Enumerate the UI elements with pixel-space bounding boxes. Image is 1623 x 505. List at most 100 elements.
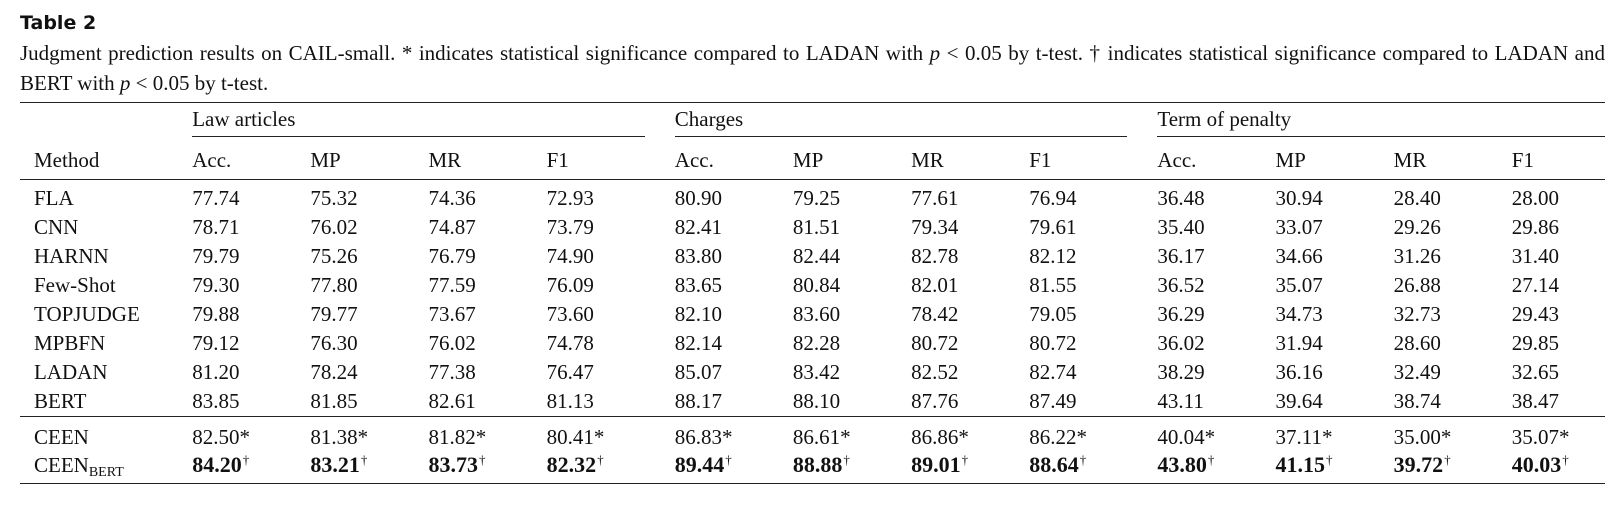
- table-cell: 83.60: [792, 302, 841, 326]
- table-cell: 82.32†: [546, 451, 675, 484]
- group-charges: Charges: [674, 103, 1158, 141]
- table-cell: 86.83*: [674, 416, 793, 451]
- significance-mark: †: [1079, 452, 1087, 467]
- table-cell: 81.51: [792, 215, 841, 239]
- table-cell: 73.79: [546, 215, 594, 239]
- table-cell: 36.02: [1157, 331, 1205, 355]
- table-cell: 41.15†: [1275, 451, 1394, 484]
- table-cell: 79.77: [310, 302, 358, 326]
- table-cell: 84.20†: [192, 451, 311, 484]
- table-cell: 37.11*: [1275, 416, 1394, 451]
- best-value: 84.20: [192, 452, 242, 477]
- table-cell: 39.64: [1275, 389, 1323, 413]
- method-name: TOPJUDGE: [34, 302, 140, 326]
- table-label: Table 2: [20, 12, 97, 34]
- caption-cond1: < 0.05 by t-test. † indicates statistica…: [20, 41, 1605, 95]
- table-cell: 38.29: [1157, 360, 1205, 384]
- best-value: 89.44: [674, 452, 725, 477]
- table-cell: 72.93: [546, 186, 594, 210]
- table-cell: 29.43: [1511, 302, 1560, 326]
- metric-header: F1: [1029, 141, 1158, 180]
- table-cell: 74.90: [546, 244, 594, 268]
- table-cell: 76.79: [428, 244, 476, 268]
- table-cell: 83.80: [674, 244, 723, 268]
- table-cell: 80.72: [911, 331, 959, 355]
- table-cell: 38.74: [1393, 389, 1441, 413]
- caption-p-var-2: p: [119, 71, 131, 95]
- metric-header: MP: [1275, 141, 1394, 180]
- table-cell: 82.44: [792, 244, 841, 268]
- best-value: 41.15: [1275, 452, 1326, 477]
- table-cell: 82.12: [1029, 244, 1077, 268]
- table-cell: 36.16: [1275, 360, 1323, 384]
- table-cell: 83.65: [674, 273, 723, 297]
- significance-mark: †: [478, 452, 486, 467]
- significance-mark: †: [1326, 452, 1333, 467]
- table-caption: Judgment prediction results on CAIL-smal…: [20, 38, 1605, 98]
- table-cell: 81.38*: [310, 416, 429, 451]
- caption-cond2: < 0.05 by t-test.: [130, 71, 269, 95]
- table-cell: 81.55: [1029, 273, 1077, 297]
- table-cell: 79.88: [192, 302, 240, 326]
- table-cell: 40.04*: [1157, 416, 1276, 451]
- table-cell: 29.26: [1393, 215, 1441, 239]
- metric-header: MP: [310, 141, 429, 180]
- caption-p-var: p: [929, 41, 941, 65]
- significance-mark: †: [961, 452, 969, 467]
- table-cell: 81.85: [310, 389, 358, 413]
- table-cell: 38.47: [1511, 389, 1560, 413]
- method-name: CEENBERT: [20, 451, 193, 484]
- table-cell: 88.88†: [792, 451, 912, 484]
- caption-part1: Judgment prediction results on CAIL-smal…: [20, 41, 930, 65]
- table-cell: 79.25: [792, 186, 841, 210]
- table-row: HARNN 79.79 75.26 76.79 74.90 83.80 82.44 82.78…: [20, 242, 1605, 271]
- table-cell: 31.26: [1393, 244, 1441, 268]
- table-cell: 79.05: [1029, 302, 1077, 326]
- table-cell: 29.86: [1511, 215, 1560, 239]
- table-cell: 32.73: [1393, 302, 1441, 326]
- metric-header: MR: [1393, 141, 1512, 180]
- table-row: MPBFN 79.12 76.30 76.02 74.78 82.14 82.28 80.72…: [20, 329, 1605, 358]
- table-cell: 89.01†: [911, 451, 1030, 484]
- best-value: 82.32: [546, 452, 597, 477]
- table-cell: 34.73: [1275, 302, 1323, 326]
- metric-header: MR: [428, 141, 547, 180]
- metric-header: MR: [911, 141, 1030, 180]
- table-cell: 31.40: [1511, 244, 1560, 268]
- table-cell: 78.71: [192, 215, 240, 239]
- table-row: Few-Shot 79.30 77.80 77.59 76.09 83.65 80.84 82…: [20, 271, 1605, 300]
- table-cell: 75.26: [310, 244, 358, 268]
- table-cell: 36.48: [1157, 186, 1205, 210]
- table-cell: 35.07: [1275, 273, 1323, 297]
- table-cell: 26.88: [1393, 273, 1441, 297]
- metric-header: F1: [1511, 141, 1605, 180]
- significance-mark: †: [725, 452, 732, 467]
- table-cell: 34.66: [1275, 244, 1323, 268]
- metric-header: MP: [792, 141, 912, 180]
- best-value: 83.73: [428, 452, 478, 477]
- table-cell: 76.30: [310, 331, 358, 355]
- table-cell: 35.07*: [1511, 416, 1605, 451]
- table-cell: 77.59: [428, 273, 476, 297]
- table-cell: 79.34: [911, 215, 959, 239]
- table-cell: 89.44†: [674, 451, 793, 484]
- table-cell: 82.28: [792, 331, 841, 355]
- column-header-row: Method Acc. MP MR F1 Acc. MP MR F1 Acc. MP MR F1: [20, 141, 1605, 180]
- table-cell: 32.65: [1511, 360, 1560, 384]
- method-name: MPBFN: [34, 331, 106, 355]
- table-cell: 79.79: [192, 244, 240, 268]
- table-cell: 76.02: [310, 215, 358, 239]
- table-cell: 82.50*: [192, 416, 311, 451]
- method-name: HARNN: [34, 244, 109, 268]
- table-cell: 83.42: [792, 360, 841, 384]
- table-cell: 86.61*: [792, 416, 912, 451]
- method-header: Method: [20, 141, 193, 180]
- table-cell: 43.11: [1157, 389, 1204, 413]
- table-cell: 29.85: [1511, 331, 1560, 355]
- method-name: Few-Shot: [34, 273, 116, 297]
- table-row: FLA 77.74 75.32 74.36 72.93 80.90 79.25 77.61 76…: [20, 180, 1605, 214]
- method-name: LADAN: [34, 360, 108, 384]
- best-value: 88.64: [1029, 452, 1079, 477]
- table-cell: 88.17: [674, 389, 723, 413]
- table-cell: 39.72†: [1393, 451, 1512, 484]
